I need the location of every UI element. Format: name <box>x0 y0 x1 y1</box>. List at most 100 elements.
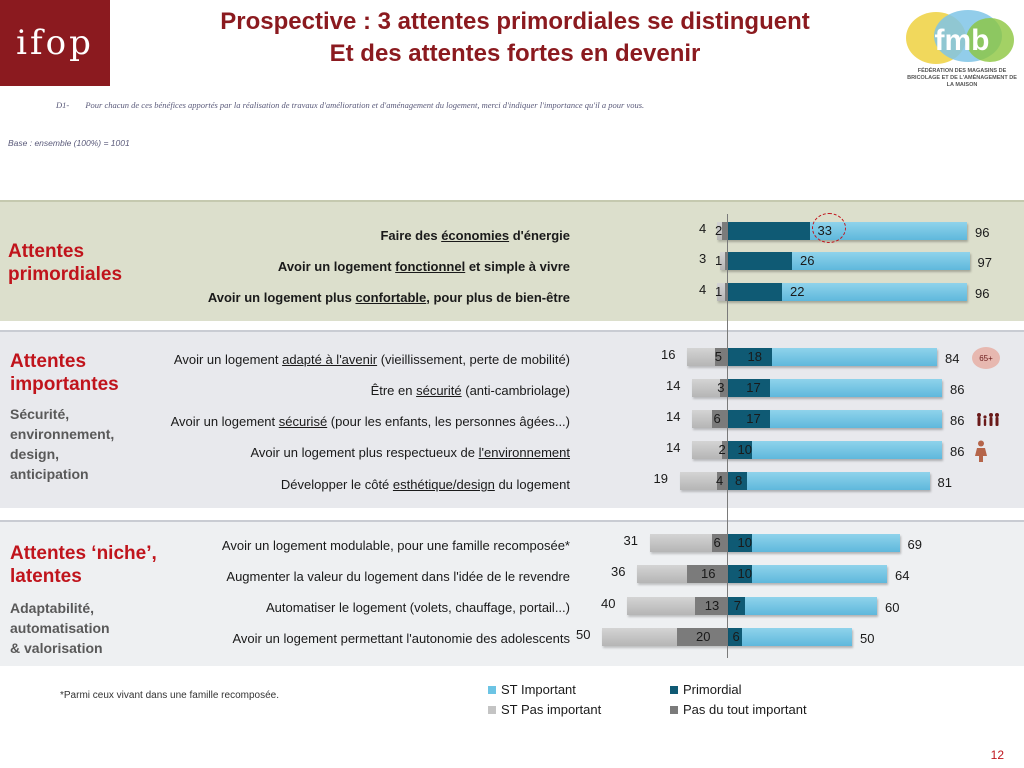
row-label: Automatiser le logement (volets, chauffa… <box>266 600 570 615</box>
bar-pas-du-tout <box>724 283 727 301</box>
section-subtitle-line: & valorisation <box>10 640 103 656</box>
legend-label: Primordial <box>683 682 742 697</box>
bar-pas-du-tout <box>722 441 727 459</box>
section-title-line-2: latentes <box>10 566 82 587</box>
section-subtitle: Sécurité, environnement, design, anticip… <box>10 404 114 484</box>
value-primordial: 7 <box>733 598 741 613</box>
value-primordial: 10 <box>737 442 752 457</box>
row-label: Augmenter la valeur du logement dans l'i… <box>226 569 570 584</box>
legend-swatch <box>670 705 678 714</box>
section-subtitle-line: design, <box>10 446 60 462</box>
value-primordial: 18 <box>747 349 762 364</box>
legend-item: ST Important <box>488 682 576 697</box>
bar-pas-du-tout <box>712 534 727 552</box>
bar-st-important <box>727 628 852 646</box>
bar-st-pas-important <box>717 283 727 301</box>
legend-item: Pas du tout important <box>670 702 807 717</box>
value-pas-du-tout: 2 <box>718 442 726 457</box>
section-title-line-2: importantes <box>10 374 119 395</box>
value-st-important: 69 <box>907 537 922 552</box>
legend-item: ST Pas important <box>488 702 601 717</box>
row-label: Avoir un logement plus respectueux de l'… <box>250 445 571 460</box>
value-pas-du-tout: 5 <box>714 349 722 364</box>
bar-st-pas-important <box>692 441 727 459</box>
row-label: Développer le côté esthétique/design du … <box>280 477 570 492</box>
section-title-line-1: Attentes <box>10 351 87 372</box>
value-st-pas-important: 14 <box>666 378 681 393</box>
bar-st-pas-important <box>649 534 727 552</box>
section-title: Attentes ‘niche’, latentes <box>10 542 157 588</box>
bar-pas-du-tout <box>694 597 727 615</box>
bar-primordial <box>727 441 752 459</box>
value-st-important: 97 <box>977 255 992 270</box>
section-title-line-2: primordiales <box>8 264 123 285</box>
section-title-line-1: Attentes <box>8 241 85 262</box>
question-text: Pour chacun de ces bénéfices apportés pa… <box>85 100 645 110</box>
bar-primordial <box>727 348 772 366</box>
legend-item: Primordial <box>670 682 742 697</box>
value-st-important: 96 <box>975 225 990 240</box>
value-primordial: 17 <box>746 380 761 395</box>
question-number: D1- <box>56 100 70 110</box>
bar-pas-du-tout <box>677 628 727 646</box>
value-st-important: 84 <box>945 351 960 366</box>
row-label: Avoir un logement sécurisé (pour les enf… <box>170 414 570 429</box>
section-subtitle-line: Sécurité, <box>10 406 70 422</box>
footnote: *Parmi ceux vivant dans une famille reco… <box>60 690 279 701</box>
value-st-pas-important: 40 <box>601 596 616 611</box>
title-line-1: Prospective : 3 attentes primordiales se… <box>220 8 810 35</box>
slide-title: Prospective : 3 attentes primordiales se… <box>120 6 910 70</box>
value-st-pas-important: 31 <box>623 533 638 548</box>
row-label: Avoir un logement fonctionnel et simple … <box>277 259 570 274</box>
bar-primordial <box>727 534 752 552</box>
bar-pas-du-tout <box>712 410 727 428</box>
ifop-logo: ifop <box>0 0 110 86</box>
value-st-important: 81 <box>937 475 952 490</box>
value-primordial: 10 <box>737 566 752 581</box>
bar-st-important <box>727 441 942 459</box>
bar-st-important <box>727 534 900 552</box>
value-st-important: 86 <box>950 444 965 459</box>
ifop-logo-text: ifop <box>16 23 94 63</box>
value-st-important: 50 <box>860 631 875 646</box>
bar-primordial <box>727 628 742 646</box>
value-primordial: 17 <box>746 411 761 426</box>
bar-pas-du-tout <box>714 348 727 366</box>
legend-label: ST Important <box>501 682 576 697</box>
row-label: Être en sécurité (anti-cambriolage) <box>370 383 570 398</box>
legend-swatch <box>670 685 678 694</box>
value-pas-du-tout: 16 <box>701 566 716 581</box>
value-st-pas-important: 3 <box>699 251 707 266</box>
page-number: 12 <box>990 748 1004 762</box>
section-title: Attentes importantes <box>10 350 119 396</box>
value-st-pas-important: 4 <box>699 282 707 297</box>
value-pas-du-tout: 1 <box>715 284 723 299</box>
value-st-important: 64 <box>895 568 910 583</box>
value-st-important: 86 <box>950 382 965 397</box>
value-st-important: 96 <box>975 286 990 301</box>
bar-primordial <box>727 565 752 583</box>
section-subtitle: Adaptabilité, automatisation & valorisat… <box>10 598 110 658</box>
bar-primordial <box>727 283 782 301</box>
fmb-subtitle: FÉDÉRATION DES MAGASINS DE BRICOLAGE ET … <box>907 68 1017 88</box>
row-label: Avoir un logement plus confortable, pour… <box>207 290 570 305</box>
bar-primordial <box>727 597 745 615</box>
value-st-pas-important: 4 <box>699 221 707 236</box>
row-label: Avoir un logement adapté à l'avenir (vie… <box>173 352 570 367</box>
bar-primordial <box>727 252 792 270</box>
bar-st-pas-important <box>719 252 727 270</box>
chart-axis-line <box>727 214 728 658</box>
bar-st-important <box>727 410 942 428</box>
base-note: Base : ensemble (100%) = 1001 <box>8 138 130 148</box>
bar-pas-du-tout <box>722 222 727 240</box>
section-title: Attentes primordiales <box>8 240 122 286</box>
bar-st-important <box>727 283 967 301</box>
bar-st-important <box>727 597 877 615</box>
bar-pas-du-tout <box>724 252 727 270</box>
section-subtitle-line: anticipation <box>10 466 89 482</box>
legend-swatch <box>488 705 496 714</box>
value-st-important: 60 <box>885 600 900 615</box>
value-pas-du-tout: 13 <box>704 598 720 613</box>
value-st-pas-important: 19 <box>653 471 668 486</box>
value-primordial: 22 <box>790 284 805 299</box>
